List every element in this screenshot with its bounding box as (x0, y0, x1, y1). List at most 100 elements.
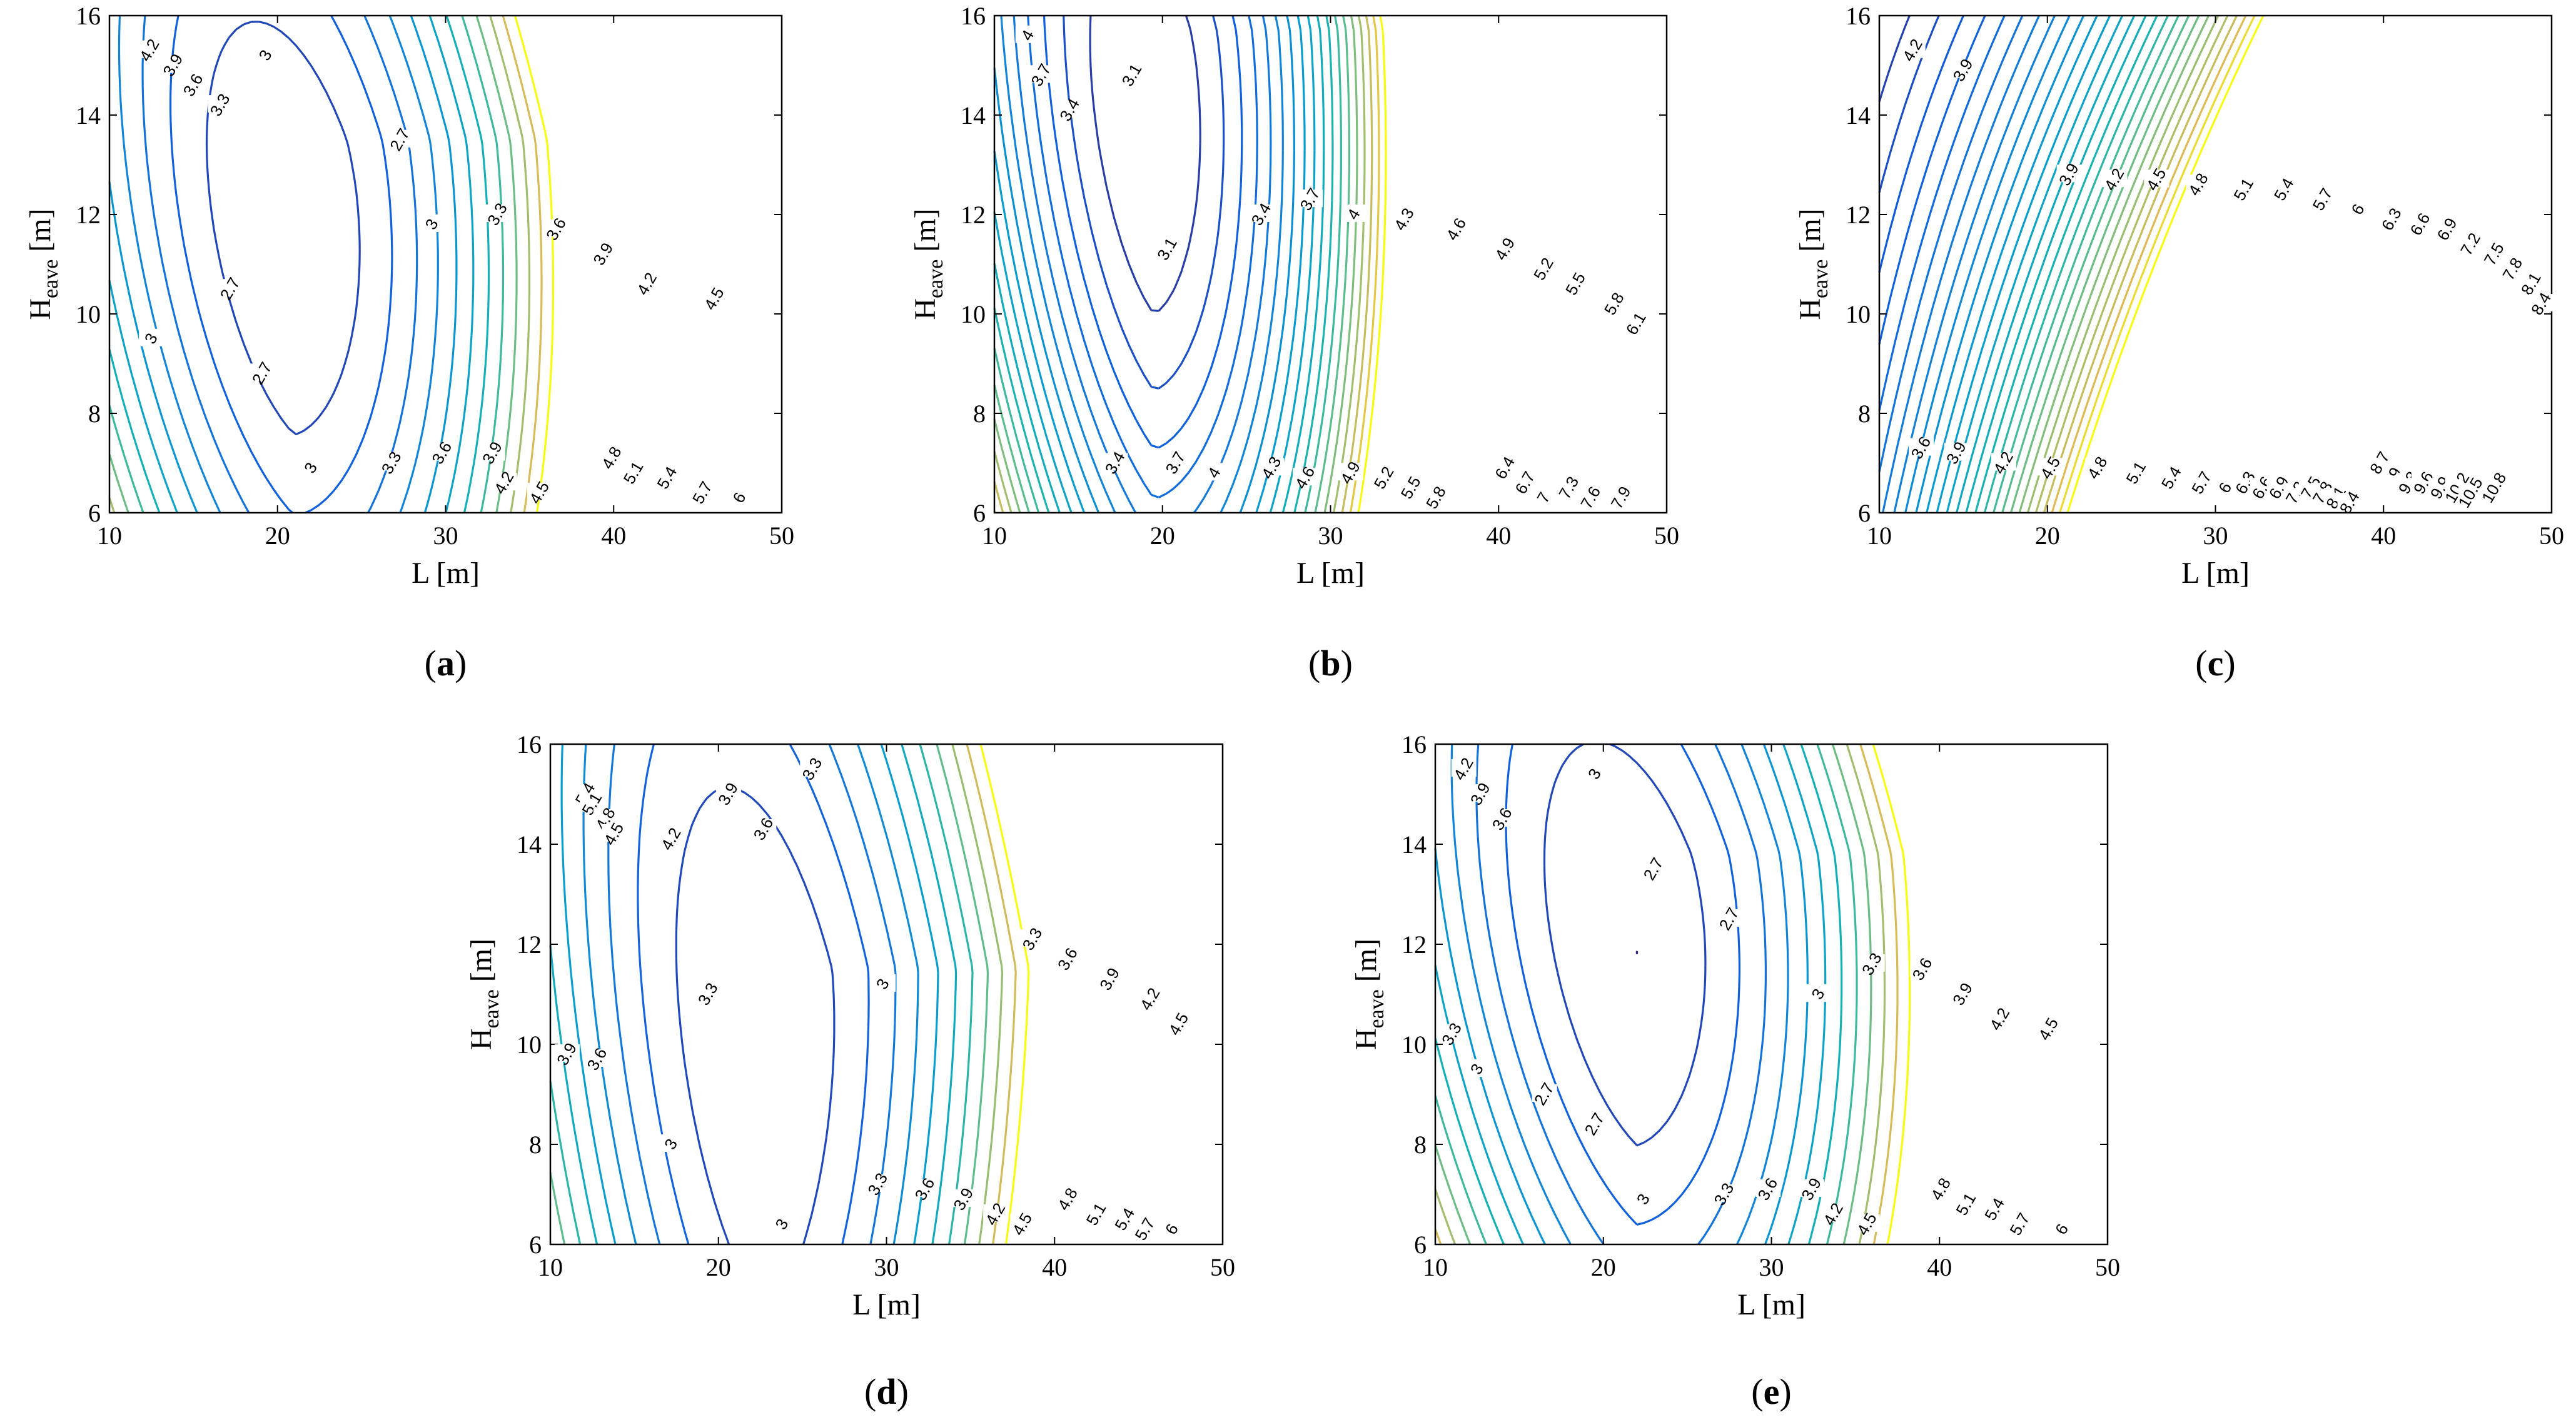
contour-label-bg (621, 463, 647, 481)
contour-label-bg (1582, 1114, 1608, 1132)
x-tick-label: 20 (1591, 1253, 1616, 1281)
contour-level-label: 7.9 (1607, 483, 1635, 512)
contour-label-bg (1057, 100, 1083, 118)
contour-level-label: 5.7 (689, 478, 716, 507)
panel-label: (e) (1751, 1371, 1791, 1412)
contour-label-bg (2518, 274, 2544, 292)
y-tick-label: 6 (88, 499, 101, 527)
contour-level-label: 4.2 (633, 270, 660, 298)
contour-level-label: 4.5 (2034, 1014, 2062, 1043)
x-tick-label: 50 (2539, 522, 2564, 550)
contour-label-bg (1602, 294, 1627, 312)
contour-label-bg (250, 363, 275, 381)
contour-label-bg (1951, 60, 1976, 78)
contour-label-bg (1020, 929, 1046, 947)
contour-level-label: 3.9 (1467, 779, 1494, 808)
contour-label-bg (1202, 463, 1228, 481)
contour-level-label: 6.9 (2433, 214, 2460, 243)
contour-level-label: 7.2 (2457, 229, 2484, 258)
contour-line (993, 15, 1373, 513)
contour-level-label: 3.6 (911, 1174, 938, 1203)
contour-label-bg (1712, 1184, 1737, 1202)
y-tick-label: 8 (1414, 1131, 1427, 1159)
x-tick-label: 10 (1867, 522, 1892, 550)
y-tick-label: 14 (961, 101, 986, 129)
contour-label-bg (2528, 294, 2554, 312)
contour-label-bg (2271, 179, 2297, 198)
contour-label-bg (1103, 453, 1128, 471)
contour-label-bg (1398, 478, 1424, 496)
y-tick-label: 6 (529, 1231, 542, 1259)
contour-line (951, 744, 1004, 1245)
contour-label-bg (1371, 468, 1397, 486)
contour-line (1043, 15, 1243, 449)
contour-level-label: 3.9 (1096, 964, 1123, 993)
contour-level-label: 3.4 (1101, 448, 1129, 477)
contour-line (1543, 743, 1707, 1147)
contour-label-bg (527, 483, 552, 501)
contour-level-label: 5.7 (2188, 468, 2215, 497)
contour-level-label: 6.3 (2378, 204, 2405, 233)
contour-level-label: 5.4 (1981, 1194, 2008, 1223)
contour-label-bg (2500, 259, 2526, 277)
contour-label-bg (1806, 984, 1831, 1002)
contour-level-label: 5.5 (1562, 270, 1589, 298)
contour-line (993, 15, 1358, 513)
contour-level-label: 4.5 (1008, 1209, 1036, 1238)
contour-line (1450, 744, 1789, 1245)
contour-level-label: 4.8 (598, 443, 625, 472)
contour-line (108, 15, 531, 513)
contour-label-bg (715, 784, 741, 802)
contour-level-label: 3.7 (1296, 184, 1323, 213)
y-tick-label: 8 (1858, 400, 1871, 428)
contour-label-bg (161, 55, 186, 73)
contour-label-bg (2458, 234, 2483, 252)
panel-label: (d) (864, 1371, 909, 1412)
contour-label-bg (137, 40, 163, 58)
contour-label-bg (983, 1204, 1009, 1222)
contour-label-bg (602, 824, 627, 842)
x-tick-label: 40 (1042, 1253, 1067, 1281)
contour-line (1872, 744, 1911, 1245)
contour-label-bg (635, 274, 660, 292)
contour-label-bg (1859, 954, 1885, 972)
contour-line (1013, 15, 1272, 513)
contour-label-bg (1641, 859, 1667, 877)
contour-label-bg (1423, 488, 1449, 506)
contour-level-label: 5.4 (653, 463, 680, 492)
contour-level-label: 3.3 (1018, 924, 1046, 953)
contour-label-bg (690, 483, 715, 501)
x-tick-label: 50 (1654, 522, 1679, 550)
contour-level-label: 3.1 (1153, 234, 1181, 263)
contour-label-bg (2482, 244, 2507, 262)
contour-label-bg (1465, 1059, 1490, 1077)
contour-line (108, 15, 490, 513)
contour-level-label: 3.6 (542, 214, 570, 243)
panel-c: 10 20 30 40 50 6 8 10 12 14 16 L [m] Heave [m] 4.2 3.9… (1794, 2, 2564, 683)
contour-line (1882, 15, 2040, 513)
contour-label-bg (1493, 239, 1518, 257)
contour-label-bg (1624, 313, 1649, 331)
contour-label-bg (2186, 174, 2211, 193)
contour-label-bg (485, 204, 510, 222)
contour-line (169, 15, 393, 514)
contour-label-bg (1944, 443, 1969, 461)
plot-frame (549, 743, 1224, 1246)
contour-label-bg (543, 219, 569, 237)
contour-label-bg (1799, 1179, 1824, 1197)
contour-label-bg (1582, 764, 1608, 782)
contour-label-bg (1631, 1189, 1657, 1207)
contour-level-label: 3.9 (589, 240, 617, 268)
y-tick-label: 12 (76, 201, 101, 229)
contour-level-label: 5.4 (2270, 175, 2298, 204)
contour-line (108, 15, 475, 513)
plot-frame (1434, 743, 2109, 1246)
contour-level-label: 3.6 (583, 1044, 610, 1073)
contour-label-bg (1055, 1189, 1081, 1207)
contour-level-label: 4.2 (657, 824, 685, 853)
contour-level-label: 3.6 (1488, 804, 1516, 833)
contour-line (2001, 15, 2190, 513)
